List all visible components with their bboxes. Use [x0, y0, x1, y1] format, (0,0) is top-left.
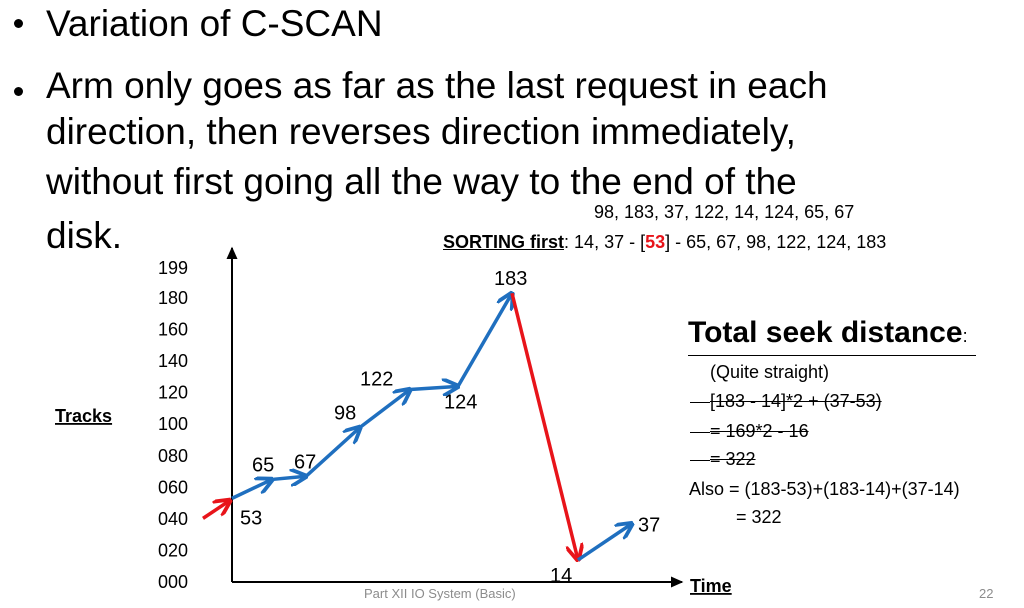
request-queue: 98, 183, 37, 122, 14, 124, 65, 67	[594, 202, 855, 222]
sorting-colon: :	[564, 232, 570, 252]
y-tick-label: 160	[158, 320, 188, 340]
bullet-2-line-3: without first going all the way to the e…	[46, 161, 797, 202]
bullet-2-line-4: disk.	[46, 215, 123, 256]
y-tick-label: 020	[158, 540, 188, 560]
y-tick-label: 000	[158, 572, 188, 592]
seek-segment-65-to-67	[271, 476, 306, 479]
struck-line-3: = 322	[710, 449, 756, 469]
page-number: 22	[979, 586, 994, 601]
point-label-14: 14	[550, 565, 572, 587]
y-tick-label: 080	[158, 446, 188, 466]
seek-segment-98-to-122	[358, 389, 410, 429]
result-line: = 322	[736, 507, 782, 527]
point-label-183: 183	[494, 268, 527, 290]
total-seek-title: Total seek distance	[688, 316, 963, 349]
total-seek-title-rule	[688, 355, 976, 356]
seek-segment-183-to-14	[510, 292, 578, 560]
sorting-after: ] - 65, 67, 98, 122, 124, 183	[665, 232, 887, 252]
point-label-98: 98	[334, 402, 356, 424]
struck-line-2: = 169*2 - 16	[710, 421, 809, 441]
y-tick-label: 060	[158, 477, 188, 497]
sorting-label: SORTING first	[443, 232, 565, 252]
footer-caption: Part XII IO System (Basic)	[364, 586, 516, 601]
y-tick-label: 199	[158, 258, 188, 278]
y-axis-label: Tracks	[55, 406, 112, 426]
also-line: Also = (183-53)+(183-14)+(37-14)	[689, 479, 960, 499]
y-tick-label: 100	[158, 414, 188, 434]
bullet-dot-1	[14, 19, 23, 28]
sorting-before: 14, 37 - [	[574, 232, 646, 252]
seek-segment-122-to-124	[409, 386, 458, 389]
sorting-head: 53	[645, 232, 666, 252]
strike-lead-2	[690, 432, 710, 433]
bullet-dot-2	[14, 87, 23, 96]
strike-lead-1	[690, 402, 710, 403]
bullet-1-line-1: Variation of C-SCAN	[46, 3, 383, 44]
point-label-122: 122	[360, 368, 393, 390]
bullet-2-line-2: direction, then reverses direction immed…	[46, 111, 796, 152]
y-tick-label: 180	[158, 288, 188, 308]
bullet-2-line-1: Arm only goes as far as the last request…	[46, 65, 828, 106]
seek-segment-53-to-65	[231, 479, 272, 500]
total-seek-title-row: Total seek distance:	[688, 316, 968, 350]
point-label-67: 67	[294, 451, 316, 473]
y-tick-label: 140	[158, 351, 188, 371]
total-seek-note: (Quite straight)	[710, 362, 830, 382]
point-label-65: 65	[252, 454, 274, 476]
seek-segment-67-to-98	[304, 427, 360, 478]
total-seek-colon: :	[962, 326, 968, 346]
entry-arrow	[202, 500, 230, 520]
struck-line-1: [183 - 14]*2 + (37-53)	[710, 391, 882, 411]
strike-lead-3	[690, 460, 710, 461]
y-tick-label: 040	[158, 509, 188, 529]
point-label-37: 37	[638, 515, 660, 537]
point-label-124: 124	[444, 391, 477, 413]
y-tick-label: 120	[158, 383, 188, 403]
x-axis-label: Time	[690, 576, 732, 596]
seek-segment-124-to-183	[456, 293, 512, 388]
point-label-53: 53	[240, 507, 262, 529]
seek-segment-14-to-37	[577, 524, 632, 562]
sorting-line: SORTING first: 14, 37 - [53] - 65, 67, 9…	[443, 232, 886, 253]
